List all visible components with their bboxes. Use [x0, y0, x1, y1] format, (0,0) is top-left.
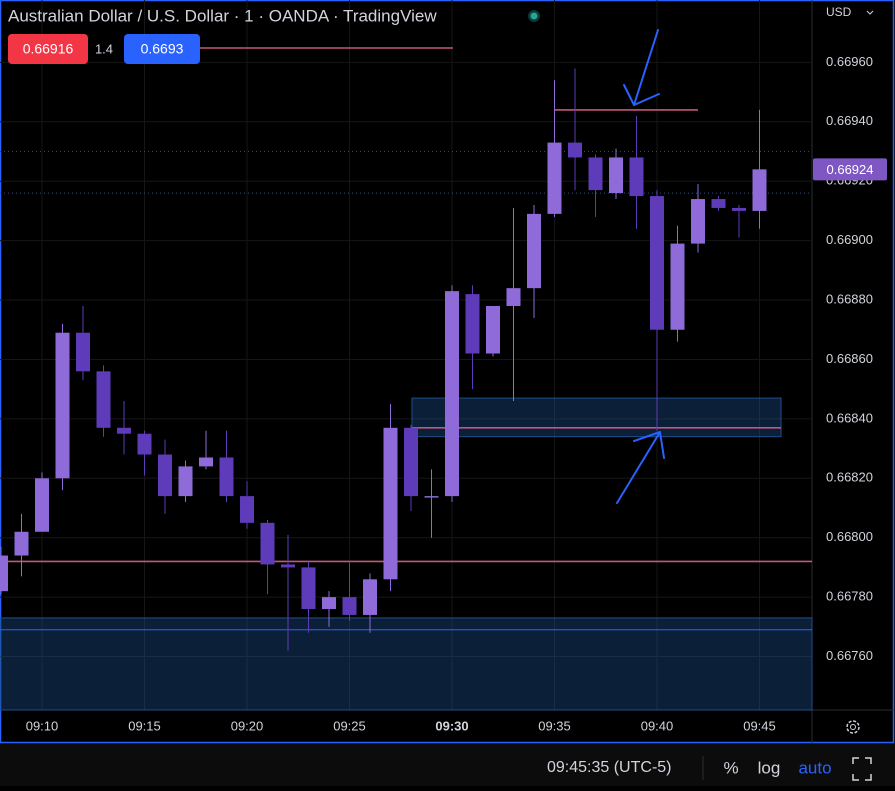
x-tick-label: 09:15: [128, 718, 161, 733]
candle-body: [691, 199, 705, 244]
candle-body: [96, 371, 111, 428]
candle-body: [117, 427, 131, 434]
currency-caret: [866, 10, 874, 15]
candle-body: [404, 427, 418, 497]
candle-body: [568, 142, 582, 158]
candle-body: [76, 332, 90, 372]
spread: 1.4: [95, 41, 113, 56]
candle-body: [342, 597, 357, 615]
candle-body: [486, 305, 500, 354]
x-tick-label: 09:10: [26, 718, 59, 733]
y-tick-label: 0.66960: [826, 54, 873, 69]
fullscreen-icon[interactable]: [852, 757, 872, 781]
candle-body: [14, 531, 29, 556]
candle-body: [609, 157, 623, 194]
candle-body: [650, 196, 664, 330]
arrow: [616, 431, 665, 504]
y-tick-label: 0.66940: [826, 113, 873, 128]
candle-body: [711, 199, 726, 208]
candle-body: [322, 597, 336, 609]
y-tick-label: 0.66900: [826, 232, 873, 247]
y-tick-label: 0.66760: [826, 648, 873, 663]
candle-body: [424, 496, 439, 498]
candle-body: [55, 332, 70, 479]
log-button[interactable]: log: [758, 758, 781, 777]
candle-body: [260, 522, 275, 565]
candle-body: [0, 555, 8, 592]
candle-body: [527, 213, 541, 289]
candle-body: [547, 142, 562, 214]
clock: 09:45:35 (UTC-5): [547, 759, 672, 776]
percent-button[interactable]: %: [723, 758, 738, 777]
candle-body: [219, 457, 234, 497]
last-price-label: 0.66924: [827, 162, 874, 177]
x-tick-label: 09:20: [231, 718, 264, 733]
y-tick-label: 0.66840: [826, 410, 873, 425]
y-tick-label: 0.66820: [826, 470, 873, 485]
chart-title: Australian Dollar / U.S. Dollar · 1 · OA…: [8, 6, 437, 25]
candle-body: [301, 567, 316, 609]
frame: [0, 0, 895, 744]
x-tick-label: 09:45: [743, 718, 776, 733]
x-tick-label: 09:40: [641, 718, 674, 733]
x-tick-label: 09:25: [333, 718, 366, 733]
status-dot: [530, 12, 538, 20]
candle-body: [178, 466, 193, 497]
candle-body: [670, 243, 685, 330]
candle-body: [35, 478, 49, 532]
overlay: Australian Dollar / U.S. Dollar · 1 · OA…: [8, 5, 887, 781]
auto-button[interactable]: auto: [798, 758, 831, 777]
y-tick-label: 0.66780: [826, 589, 873, 604]
candle-body: [732, 207, 746, 211]
candle-body: [445, 291, 459, 497]
settings-icon: [850, 724, 856, 730]
candle-body: [363, 579, 377, 615]
candle-body: [465, 294, 480, 354]
candle-body: [281, 564, 295, 568]
candle-body: [137, 433, 152, 455]
candle-body: [383, 427, 398, 580]
zone: [0, 617, 813, 711]
sell-button[interactable]: [8, 34, 88, 64]
bottom-bar: [0, 743, 895, 786]
ask-price[interactable]: 0.6693: [141, 41, 184, 57]
arrow: [623, 29, 660, 106]
candle-body: [199, 457, 213, 467]
y-tick-label: 0.66800: [826, 529, 873, 544]
settings-icon[interactable]: [846, 720, 860, 734]
x-tick-label: 09:35: [538, 718, 571, 733]
candle-body: [158, 454, 172, 497]
y-tick-label: 0.66860: [826, 351, 873, 366]
buy-button[interactable]: [124, 34, 200, 64]
candle-body: [629, 157, 644, 197]
candle-body: [752, 169, 767, 211]
candle-body: [506, 288, 521, 306]
zone: [411, 397, 782, 438]
bid-price[interactable]: 0.66916: [23, 41, 74, 57]
candle-body: [588, 157, 603, 191]
x-tick-label: 09:30: [435, 718, 468, 733]
currency[interactable]: USD: [826, 5, 852, 19]
last-price-badge: [813, 158, 887, 181]
candle-body: [240, 496, 254, 523]
y-tick-label: 0.66880: [826, 291, 873, 306]
